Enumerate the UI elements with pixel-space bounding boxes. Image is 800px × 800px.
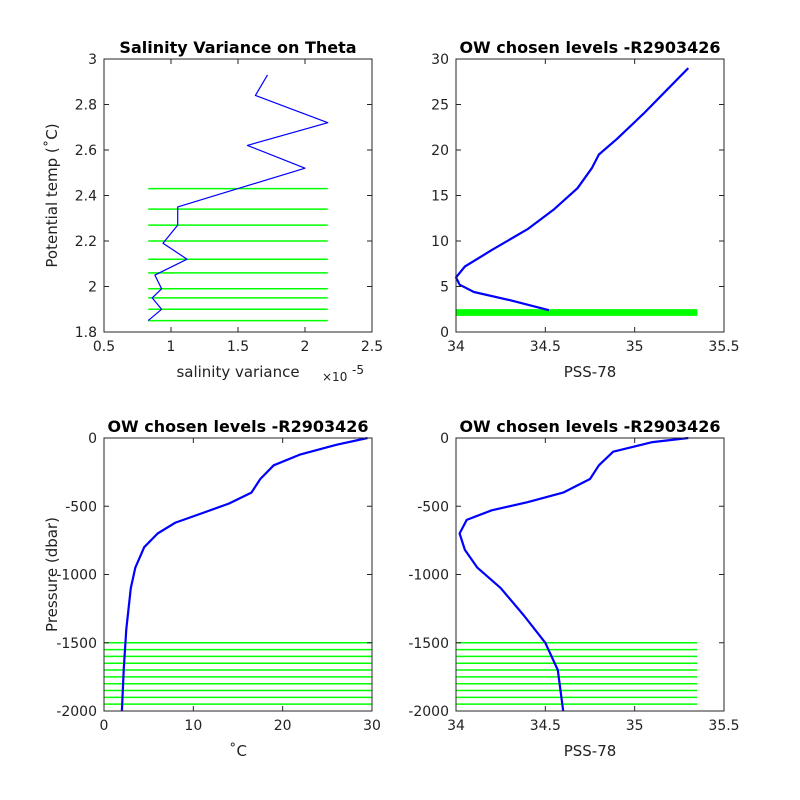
y-tick-label: 1.8 xyxy=(75,325,97,341)
profile-series-1 xyxy=(147,74,329,322)
x-tick-label: 2 xyxy=(301,339,310,355)
x-tick-label: 34 xyxy=(447,718,465,734)
profile-series-1 xyxy=(120,436,368,712)
y-tick-label: -1500 xyxy=(408,636,449,652)
x-tick-label: 0.5 xyxy=(93,339,115,355)
x-axis-label: PSS-78 xyxy=(564,363,617,381)
subplot-4: 34 34.5 35 35.5 -2000 -1500 -1000 -500 0 OW chose… xyxy=(408,417,739,760)
y-tick-label: -500 xyxy=(417,499,449,515)
y-tick-label: -1000 xyxy=(408,568,449,584)
x-tick-label: 34.5 xyxy=(530,718,561,734)
y-tick-label: 10 xyxy=(431,234,449,250)
subplot-3: 0 10 20 30 -2000 -1500 -1000 -500 0 OW chosen lev… xyxy=(43,417,381,760)
x-tick-label: 35.5 xyxy=(708,718,739,734)
x-tick-label: 34.5 xyxy=(530,339,561,355)
x-tick-label: 35 xyxy=(626,718,644,734)
y-tick-label: 2.6 xyxy=(75,143,97,159)
x-tick-label: 1.5 xyxy=(227,339,249,355)
y-tick-label: -2000 xyxy=(56,704,97,720)
x-tick-label: 1 xyxy=(167,339,176,355)
x-tick-label: 35 xyxy=(626,339,644,355)
y-tick-label: -500 xyxy=(65,499,97,515)
x-tick-label: 0 xyxy=(100,718,109,734)
y-tick-label: 15 xyxy=(431,189,449,205)
chart-title: Salinity Variance on Theta xyxy=(119,38,356,57)
chart-title: OW chosen levels -R2903426 xyxy=(459,38,720,57)
y-tick-label: 0 xyxy=(88,431,97,447)
subplot-1: 0.5 1 1.5 2 2.5 1.8 2 2.2 2.4 2.6 2.8 3 Salinity Var… xyxy=(43,38,383,384)
y-tick-label: 0 xyxy=(440,325,449,341)
x-tick-label: 35.5 xyxy=(708,339,739,355)
x-tick-label: 34 xyxy=(447,339,465,355)
x-tick-label: 2.5 xyxy=(361,339,383,355)
axes-frame xyxy=(103,58,373,333)
y-tick-label: 0 xyxy=(440,431,449,447)
y-tick-label: -1000 xyxy=(56,568,97,584)
x-axis-exponent-power: -5 xyxy=(352,363,364,377)
y-tick-label: 2 xyxy=(88,280,97,296)
subplot-2: 34 34.5 35 35.5 0 5 10 15 20 25 30 OW chosen levels… xyxy=(431,38,739,381)
profile-series-1 xyxy=(454,67,690,312)
x-tick-label: 10 xyxy=(184,718,202,734)
axes-frame xyxy=(455,58,725,333)
y-tick-label: 2.2 xyxy=(75,234,97,250)
chart-title: OW chosen levels -R2903426 xyxy=(459,417,720,436)
x-tick-label: 20 xyxy=(274,718,292,734)
x-axis-label: PSS-78 xyxy=(564,742,617,760)
profile-series-1 xyxy=(458,436,689,712)
y-tick-label: 3 xyxy=(88,52,97,68)
x-axis-label: ˚C xyxy=(229,742,247,760)
y-tick-label: 2.4 xyxy=(75,189,97,205)
y-tick-label: 2.8 xyxy=(75,98,97,114)
x-tick-label: 30 xyxy=(363,718,381,734)
x-axis-label: salinity variance xyxy=(176,363,299,381)
chart-title: OW chosen levels -R2903426 xyxy=(107,417,368,436)
y-tick-label: -2000 xyxy=(408,704,449,720)
y-axis-label: Pressure (dbar) xyxy=(43,517,61,632)
y-tick-label: 20 xyxy=(431,143,449,159)
y-tick-label: 5 xyxy=(440,280,449,296)
y-tick-label: -1500 xyxy=(56,636,97,652)
y-axis-label: Potential temp (˚C) xyxy=(43,123,61,267)
y-tick-label: 30 xyxy=(431,52,449,68)
x-axis-exponent: ×10 xyxy=(322,370,347,384)
y-tick-label: 25 xyxy=(431,98,449,114)
